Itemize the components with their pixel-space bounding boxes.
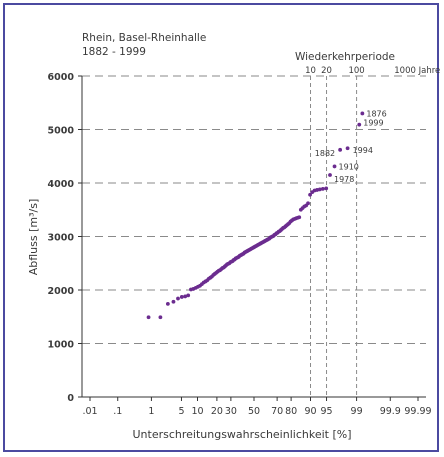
x-axis-label: Unterschreitungswahrscheinlichkeit [%] xyxy=(132,428,351,441)
x-tick-label: 99.99 xyxy=(404,406,431,417)
data-point xyxy=(338,147,343,152)
return-period-tick-label: 20 xyxy=(321,66,332,76)
y-tick-label: 3000 xyxy=(48,233,75,244)
data-point xyxy=(179,295,184,299)
return-period-tick-label: 100 xyxy=(348,66,364,76)
x-tick-label: 99.9 xyxy=(380,406,401,417)
data-point xyxy=(328,173,332,177)
chart-title: Rhein, Basel-Rheinhalle xyxy=(82,32,206,44)
return-period-label: Wiederkehrperiode xyxy=(295,51,395,63)
data-point xyxy=(165,302,170,306)
y-tick-label: 2000 xyxy=(48,286,75,297)
y-tick-label: 0 xyxy=(67,393,74,404)
y-axis-label: Abfluss [m³/s] xyxy=(27,199,40,276)
data-point xyxy=(317,187,322,192)
data-point xyxy=(186,293,191,298)
x-tick-label: .1 xyxy=(113,406,122,417)
x-tick-label: 90 xyxy=(304,406,316,417)
y-tick-label: 6000 xyxy=(48,72,75,83)
x-tick-label: 50 xyxy=(248,406,260,417)
year-label: 1994 xyxy=(353,146,373,155)
chart-subtitle: 1882 - 1999 xyxy=(82,46,146,58)
year-label: 1876 xyxy=(366,109,386,118)
data-point xyxy=(176,296,180,301)
data-point xyxy=(306,201,310,206)
year-label: 1999 xyxy=(363,119,383,128)
data-point xyxy=(297,215,302,220)
y-tick-label: 4000 xyxy=(48,179,75,190)
year-label: 1978 xyxy=(334,175,354,184)
return-period-tick-label: 10 xyxy=(305,66,316,76)
y-tick-label: 5000 xyxy=(48,126,75,137)
x-tick-label: 10 xyxy=(191,406,203,417)
x-tick-label: 1 xyxy=(148,406,154,417)
data-point xyxy=(324,186,329,191)
x-tick-label: .01 xyxy=(82,406,97,417)
x-tick-label: 5 xyxy=(178,406,184,417)
x-tick-label: 20 xyxy=(211,406,223,417)
data-point xyxy=(158,315,163,320)
chart-frame xyxy=(3,3,439,452)
y-tick-label: 1000 xyxy=(48,340,75,351)
data-point xyxy=(171,299,176,304)
year-label: 1882 xyxy=(315,149,335,158)
data-point xyxy=(360,111,365,116)
return-period-tick-label: 1000 Jahre xyxy=(394,66,440,76)
data-point xyxy=(308,192,312,197)
x-tick-label: 80 xyxy=(285,406,297,417)
data-point xyxy=(146,315,151,320)
data-point xyxy=(357,122,362,127)
year-label: 1910 xyxy=(339,162,359,171)
x-tick-label: 70 xyxy=(271,406,283,417)
data-point xyxy=(345,146,350,151)
x-tick-label: 95 xyxy=(320,406,332,417)
x-tick-label: 30 xyxy=(225,406,237,417)
data-point xyxy=(320,186,325,191)
data-point xyxy=(332,164,337,169)
data-point xyxy=(183,294,188,299)
x-tick-label: 99 xyxy=(351,406,363,417)
